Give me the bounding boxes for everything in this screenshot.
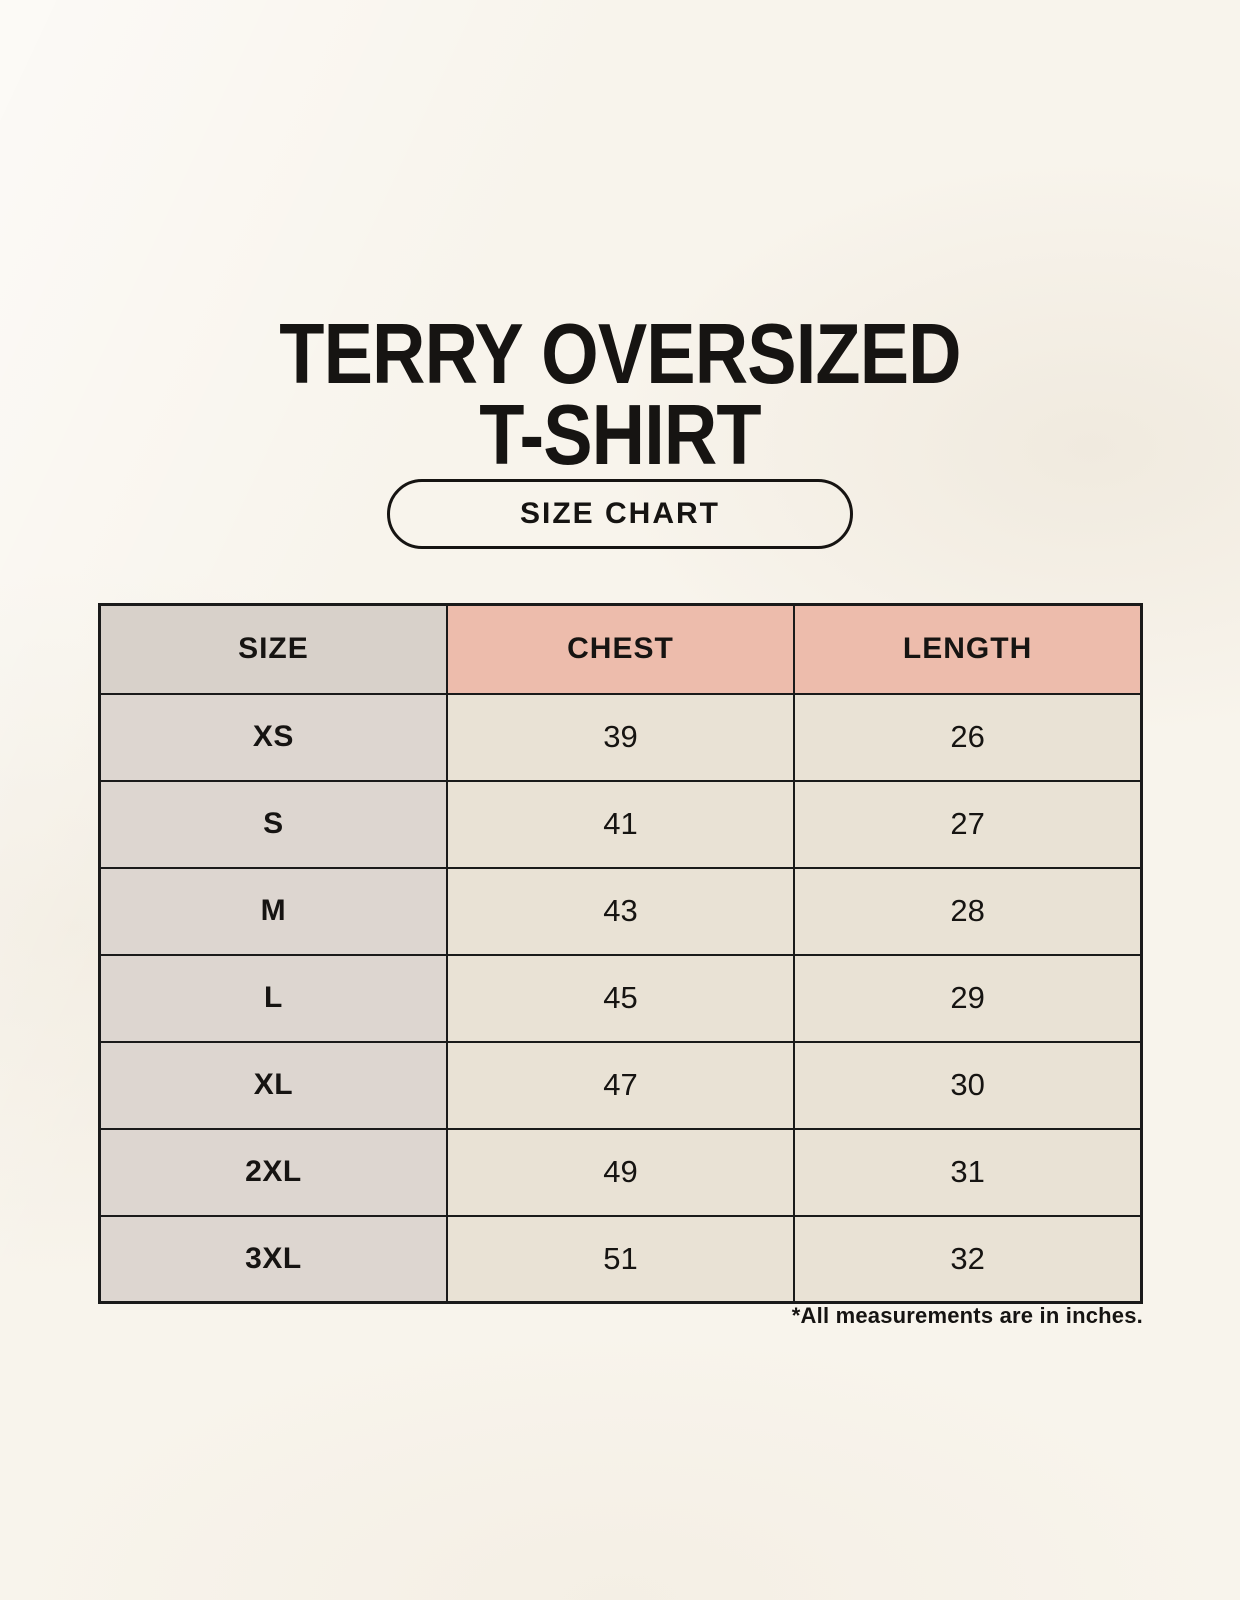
size-chart-badge[interactable]: SIZE CHART [387, 479, 853, 549]
size-cell: XS [98, 692, 448, 782]
chest-value-cell: 43 [445, 866, 796, 956]
column-header-size: SIZE [98, 603, 448, 695]
table-row: M 43 28 [98, 866, 1143, 956]
chest-value-cell: 47 [445, 1040, 796, 1130]
chest-value-cell: 51 [445, 1214, 796, 1304]
length-value-cell: 26 [793, 692, 1143, 782]
size-cell: 2XL [98, 1127, 448, 1217]
length-value-cell: 30 [793, 1040, 1143, 1130]
length-value-cell: 27 [793, 779, 1143, 869]
table-body: XS 39 26 S 41 27 M 43 28 L 45 29 XL 47 [98, 692, 1143, 1304]
chest-value-cell: 45 [445, 953, 796, 1043]
size-table: SIZE CHEST LENGTH XS 39 26 S 41 27 M 43 … [98, 603, 1143, 1304]
size-cell: XL [98, 1040, 448, 1130]
measurements-footnote: *All measurements are in inches. [791, 1303, 1143, 1328]
size-cell: M [98, 866, 448, 956]
length-value-cell: 29 [793, 953, 1143, 1043]
chest-value-cell: 39 [445, 692, 796, 782]
chest-value-cell: 41 [445, 779, 796, 869]
table-row: XS 39 26 [98, 692, 1143, 782]
table-header: SIZE CHEST LENGTH [98, 603, 1143, 695]
size-cell: 3XL [98, 1214, 448, 1304]
chest-value-cell: 49 [445, 1127, 796, 1217]
size-cell: L [98, 953, 448, 1043]
length-value-cell: 31 [793, 1127, 1143, 1217]
table-row: XL 47 30 [98, 1040, 1143, 1130]
table-row: 3XL 51 32 [98, 1214, 1143, 1304]
column-header-length: LENGTH [793, 603, 1143, 695]
table-row: 2XL 49 31 [98, 1127, 1143, 1217]
table-row: S 41 27 [98, 779, 1143, 869]
page-title: TERRY OVERSIZED T-SHIRT [81, 306, 1160, 483]
length-value-cell: 32 [793, 1214, 1143, 1304]
title-line-1: TERRY OVERSIZED [279, 306, 961, 402]
length-value-cell: 28 [793, 866, 1143, 956]
size-cell: S [98, 779, 448, 869]
table-row: L 45 29 [98, 953, 1143, 1043]
table-header-row: SIZE CHEST LENGTH [98, 603, 1143, 695]
title-line-2: T-SHIRT [479, 387, 761, 483]
column-header-chest: CHEST [445, 603, 796, 695]
